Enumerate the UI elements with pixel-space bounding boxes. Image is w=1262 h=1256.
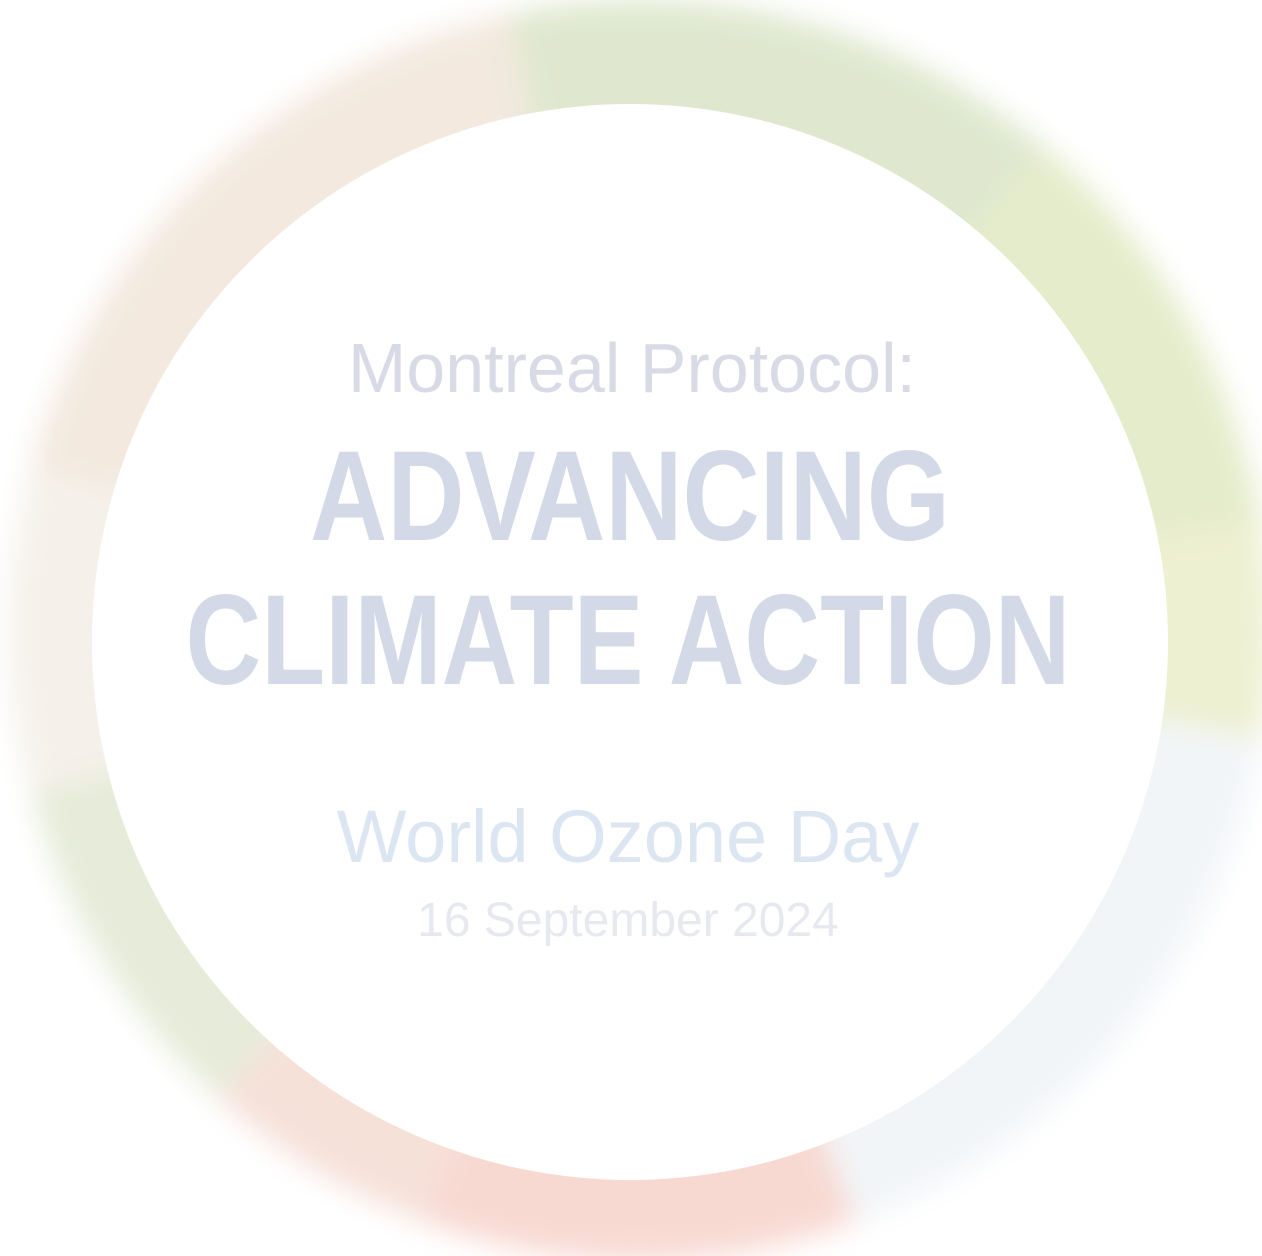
event-name: World Ozone Day bbox=[337, 795, 920, 878]
event-date: 16 September 2024 bbox=[417, 894, 839, 947]
page: Montreal Protocol: ADVANCING CLIMATE ACT… bbox=[0, 0, 1262, 1256]
headline-line2: CLIMATE ACTION bbox=[186, 569, 1071, 712]
headline-line1: ADVANCING bbox=[310, 425, 950, 568]
lead-text: Montreal Protocol: bbox=[348, 329, 916, 407]
poster: Montreal Protocol: ADVANCING CLIMATE ACT… bbox=[0, 0, 1262, 1256]
